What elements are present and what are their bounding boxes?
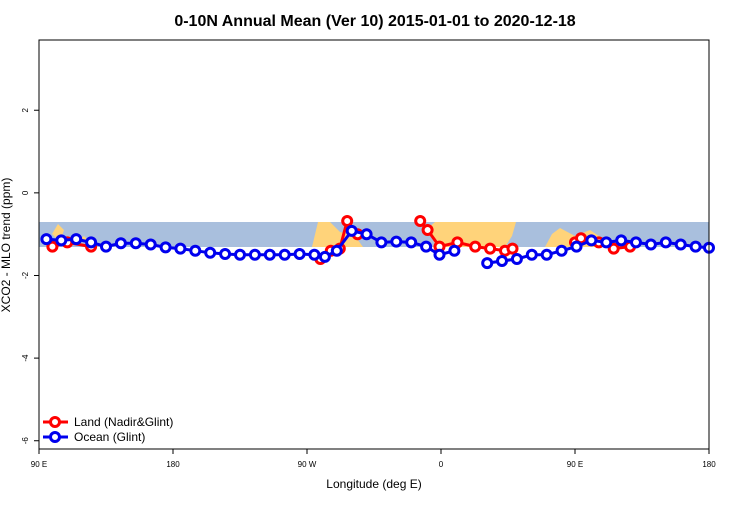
data-point [570, 240, 583, 253]
y-tick-label: 2 [21, 107, 30, 112]
data-point [525, 248, 538, 261]
land-shape-africa [428, 222, 516, 247]
x-tick-label: 90 W [298, 460, 317, 469]
data-point [375, 236, 388, 249]
data-point [85, 236, 98, 249]
y-tick-label: -2 [21, 271, 30, 279]
data-point [484, 242, 497, 255]
data-point [114, 237, 127, 250]
data-point [448, 244, 461, 257]
data-point [414, 215, 427, 227]
data-point [421, 224, 434, 236]
data-point [585, 234, 598, 247]
data-point [659, 236, 672, 249]
data-point [278, 248, 291, 261]
data-point [607, 242, 620, 255]
data-point [496, 255, 508, 267]
data-point [234, 248, 246, 261]
y-tick-label: 0 [21, 190, 30, 195]
data-point [174, 242, 187, 255]
data-point [46, 240, 59, 253]
data-point [644, 238, 657, 251]
data-point [506, 242, 519, 255]
data-point [390, 235, 403, 248]
chart-title: 0-10N Annual Mean (Ver 10) 2015-01-01 to… [174, 13, 575, 30]
data-point [405, 236, 418, 249]
data-point [615, 234, 628, 247]
data-point [159, 241, 172, 254]
data-point [469, 240, 482, 253]
data-point [318, 250, 331, 263]
data-point [129, 237, 142, 250]
y-axis: 2 0 -2 -4 -6 [21, 107, 39, 444]
plot-area [38, 39, 715, 450]
data-point [345, 224, 358, 237]
legend-ocean-label: Ocean (Glint) [74, 430, 145, 444]
data-point [40, 233, 53, 246]
data-point [630, 236, 642, 249]
legend: Land (Nadir&Glint) Ocean (Glint) [43, 415, 173, 444]
data-point [263, 248, 276, 261]
data-point [360, 228, 373, 241]
data-point [293, 248, 306, 260]
data-point [70, 233, 83, 246]
data-point [433, 248, 446, 261]
data-point [189, 244, 202, 257]
data-point [420, 240, 433, 253]
data-point [600, 236, 613, 249]
series-line [486, 238, 710, 265]
y-tick-label: -6 [21, 437, 30, 445]
data-point [555, 244, 568, 257]
legend-land-marker [49, 416, 61, 428]
y-axis-label: XCO2 - MLO trend (ppm) [0, 178, 13, 313]
legend-land-label: Land (Nadir&Glint) [74, 415, 173, 429]
ocean-series [40, 224, 715, 270]
data-point [540, 248, 553, 261]
data-point [144, 238, 157, 251]
data-point [341, 215, 354, 227]
data-point [674, 238, 687, 251]
data-point [100, 240, 112, 253]
data-point [308, 248, 321, 261]
data-point [248, 248, 261, 261]
x-tick-label: 0 [439, 460, 444, 469]
x-tick-label: 90 E [567, 460, 583, 469]
data-point [55, 234, 68, 247]
x-axis-label: Longitude (deg E) [326, 477, 421, 491]
series-layer [40, 215, 715, 270]
data-point [510, 253, 523, 265]
data-point [481, 257, 494, 270]
x-axis: 90 E 180 90 W 0 90 E 180 [31, 449, 716, 469]
x-tick-label: 180 [166, 460, 180, 469]
plot-frame [38, 39, 710, 450]
data-point [689, 240, 702, 253]
x-tick-label: 180 [702, 460, 716, 469]
data-point [204, 246, 217, 259]
legend-ocean-marker [49, 431, 61, 443]
land-shape-americas [312, 222, 363, 247]
data-point [219, 248, 232, 260]
data-point [330, 244, 343, 257]
x-tick-label: 90 E [31, 460, 47, 469]
y-tick-label: -4 [21, 354, 30, 362]
